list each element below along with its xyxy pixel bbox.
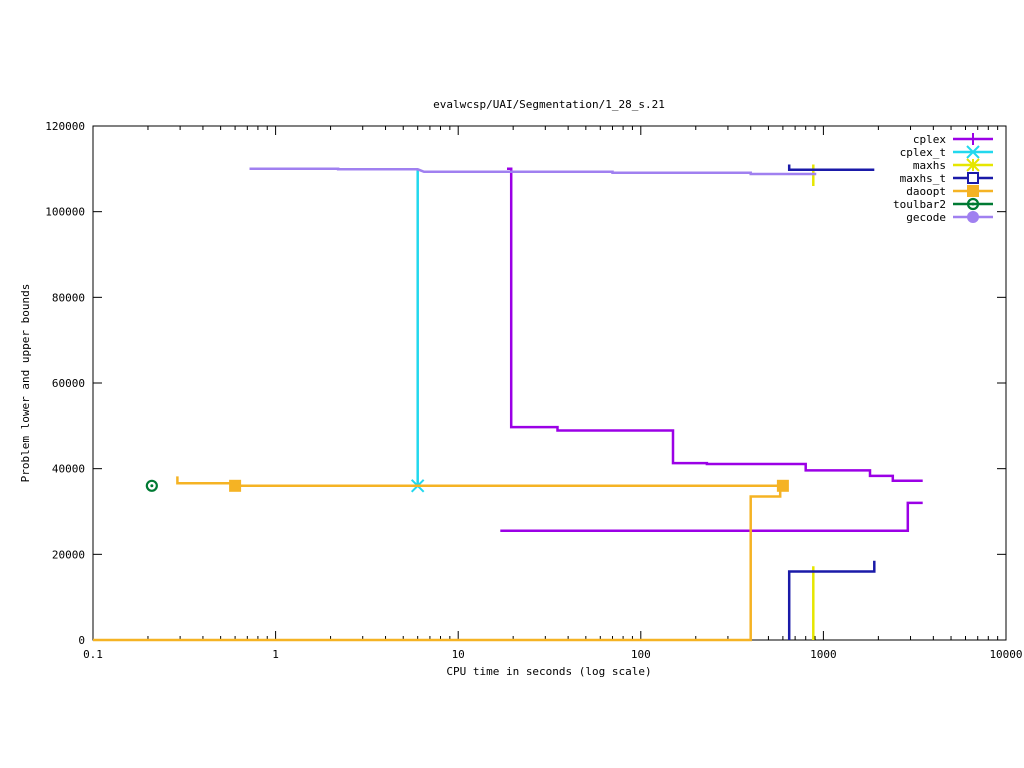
y-tick-label: 40000	[52, 463, 85, 476]
x-tick-label: 10000	[989, 648, 1022, 661]
plot-frame	[92, 125, 1007, 641]
series-line-maxhs_t	[787, 164, 875, 171]
plot-area	[93, 164, 923, 642]
y-tick-label: 120000	[45, 120, 85, 133]
legend-marker	[966, 145, 980, 159]
series-line-gecode	[249, 167, 817, 176]
legend-marker	[966, 197, 980, 211]
legend-item-cplex_t: cplex_t	[900, 145, 993, 159]
legend-item-gecode: gecode	[906, 211, 993, 224]
data-point-daoopt	[229, 479, 242, 492]
x-tick-label: 1000	[810, 648, 837, 661]
series-line-cplex	[500, 501, 923, 533]
legend-label: gecode	[906, 211, 946, 224]
x-tick-label: 1	[272, 648, 279, 661]
series-gecode	[249, 167, 817, 176]
legend-marker	[967, 185, 979, 197]
data-point-daoopt	[776, 479, 789, 492]
legend-label: maxhs_t	[900, 172, 946, 185]
legend-label: cplex	[913, 133, 946, 146]
y-tick-label: 20000	[52, 548, 85, 561]
series-cplex	[500, 167, 923, 533]
y-tick-label: 0	[78, 634, 85, 647]
x-tick-label: 10	[452, 648, 465, 661]
x-tick-label: 100	[631, 648, 651, 661]
series-line-cplex	[507, 167, 923, 482]
x-tick-label: 0.1	[83, 648, 103, 661]
series-daoopt	[93, 476, 789, 642]
legend-item-maxhs_t: maxhs_t	[900, 172, 993, 185]
legend-item-daoopt: daoopt	[906, 185, 993, 198]
x-axis-label: CPU time in seconds (log scale)	[446, 665, 651, 678]
legend-marker	[967, 211, 979, 223]
data-point-toulbar2	[145, 479, 158, 492]
y-tick-label: 80000	[52, 291, 85, 304]
legend-marker	[967, 172, 979, 184]
legend-marker	[966, 158, 980, 172]
legend-item-toulbar2: toulbar2	[893, 197, 993, 211]
legend-label: maxhs	[913, 159, 946, 172]
legend-item-cplex: cplex	[913, 133, 993, 146]
series-line-daoopt	[93, 484, 783, 642]
y-tick-label: 100000	[45, 206, 85, 219]
y-tick-label: 60000	[52, 377, 85, 390]
series-cplex_t	[410, 168, 425, 493]
series-toulbar2	[145, 479, 158, 492]
legend-item-maxhs: maxhs	[913, 158, 993, 172]
axes: 0 20000 40000 60000 80000 100000 120000 0.1 1 10 1…	[45, 120, 1022, 661]
series-line-maxhs_t	[787, 560, 876, 640]
y-axis-label: Problem lower and upper bounds	[19, 284, 32, 483]
legend-label: toulbar2	[893, 198, 946, 211]
legend-marker	[967, 133, 979, 145]
legend-label: daoopt	[906, 185, 946, 198]
series-line-daoopt	[176, 476, 783, 488]
series-maxhs_t	[787, 164, 876, 640]
legend: cplexcplex_tmaxhsmaxhs_tdaoopttoulbar2ge…	[893, 133, 993, 224]
chart-title: evalwcsp/UAI/Segmentation/1_28_s.21	[433, 98, 665, 111]
legend-label: cplex_t	[900, 146, 946, 159]
